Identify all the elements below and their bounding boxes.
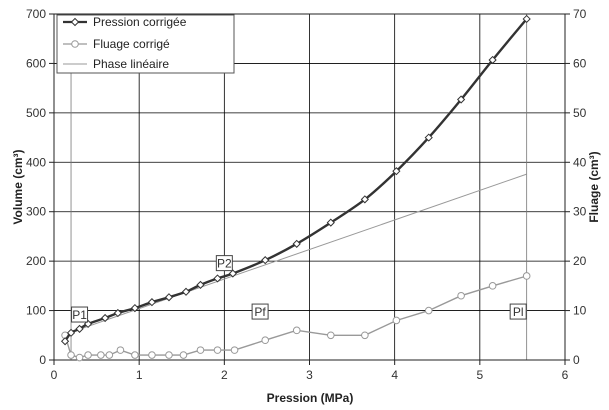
grid	[53, 13, 566, 361]
legend-label-phase: Phase linéaire	[93, 57, 169, 71]
x-tick-label: 1	[136, 368, 143, 382]
annotation-label: P1	[72, 308, 87, 322]
pression-point	[292, 239, 301, 248]
y-tick-label: 100	[26, 304, 46, 318]
fluage-point	[179, 351, 188, 359]
fluage-point	[131, 351, 139, 359]
legend-marker-fluage	[71, 40, 79, 48]
annotations: P1 P2 Pf Pl	[71, 255, 527, 323]
annotation-box	[71, 306, 89, 323]
y-tick-label: 300	[26, 205, 46, 219]
axes	[49, 13, 570, 365]
fluage-point	[105, 351, 114, 359]
series-line-fluage-corrige	[64, 275, 527, 359]
pression-point	[392, 167, 401, 176]
y2-tick-label: 50	[573, 106, 587, 120]
series-group	[60, 14, 531, 362]
y2-tick-label: 10	[573, 304, 587, 318]
series-line-phase-lineaire	[64, 173, 527, 335]
pression-point	[261, 256, 270, 265]
pression-point	[60, 337, 70, 346]
annotation-label: P2	[217, 257, 232, 271]
pression-point	[196, 280, 205, 289]
pression-point	[113, 308, 122, 318]
y2-tick-label: 40	[573, 155, 587, 169]
fluage-point	[488, 282, 497, 290]
y-tick-label: 600	[26, 56, 46, 70]
fluage-point	[148, 351, 156, 359]
pression-point	[228, 269, 237, 278]
legend-label-pression: Pression corrigée	[93, 15, 187, 29]
x-tick-label: 5	[476, 368, 483, 382]
fluage-point	[97, 351, 105, 359]
fluage-point	[261, 336, 270, 345]
y2-tick-label: 30	[573, 205, 587, 219]
annotation-box	[509, 303, 527, 320]
y-tick-label: 0	[39, 353, 46, 367]
fluage-point	[457, 291, 465, 300]
fluage-point	[522, 272, 531, 280]
fluage-point	[165, 351, 173, 359]
fluage-point	[230, 346, 239, 354]
x-tick-label: 6	[562, 368, 569, 382]
fluage-point	[292, 326, 301, 335]
pression-point	[66, 328, 76, 337]
fluage-point	[392, 316, 401, 325]
fluage-point	[326, 331, 335, 340]
y2-tick-label: 20	[573, 254, 587, 268]
y2-axis-title: Fluage (cm³)	[587, 151, 601, 222]
pression-point	[522, 14, 531, 24]
legend: Pression corrigée Fluage corrigé Phase l…	[56, 14, 235, 74]
series-line-pression-corrigee	[64, 18, 528, 342]
fluage-point	[67, 351, 75, 359]
y-tick-label: 500	[26, 106, 46, 120]
fluage-point	[361, 331, 369, 340]
y2-tick-label: 0	[573, 353, 580, 367]
fluage-point	[116, 346, 125, 354]
y-axis-title: Volume (cm³)	[11, 149, 25, 224]
legend-label-fluage: Fluage corrigé	[93, 37, 170, 51]
annotation-label: Pl	[513, 305, 524, 319]
fluage-point	[424, 306, 433, 315]
annotation-label: Pf	[254, 305, 266, 319]
pression-point	[130, 303, 140, 313]
y-tick-label: 200	[26, 254, 46, 268]
annotation-box	[251, 303, 269, 320]
y2-tick-label: 70	[573, 7, 587, 21]
y2-tick-label: 60	[573, 56, 587, 70]
y-tick-label: 400	[26, 155, 46, 169]
legend-marker-pression	[70, 17, 80, 27]
x-tick-label: 3	[306, 368, 313, 382]
pression-point	[456, 95, 466, 104]
pression-point	[164, 293, 174, 302]
annotation-box	[215, 255, 233, 272]
pression-point	[360, 195, 369, 204]
x-axis-title: Pression (MPa)	[267, 391, 354, 405]
x-tick-label: 2	[221, 368, 228, 382]
pression-point	[147, 298, 157, 307]
pression-point	[488, 55, 497, 65]
pression-point	[213, 274, 222, 283]
pression-point	[75, 324, 84, 333]
tick-labels: 0 1 2 3 4 5 6010020030040050060070001020304050…	[26, 7, 587, 382]
fluage-point	[75, 353, 84, 362]
fluage-point	[84, 351, 92, 359]
fluage-point	[196, 346, 205, 354]
pression-point	[326, 218, 335, 227]
pression-point	[424, 133, 433, 142]
pression-point	[181, 287, 191, 296]
fluage-point	[213, 346, 222, 354]
pression-point	[100, 313, 110, 323]
pression-point	[83, 319, 93, 329]
x-tick-label: 4	[391, 368, 398, 382]
y-tick-label: 700	[26, 7, 46, 21]
x-tick-label: 0	[51, 368, 58, 382]
